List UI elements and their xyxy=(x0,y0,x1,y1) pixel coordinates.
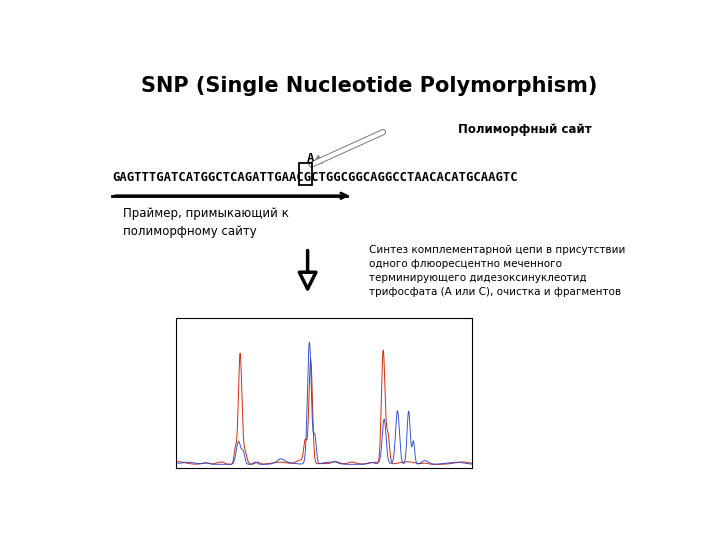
Text: SNP (Single Nucleotide Polymorphism): SNP (Single Nucleotide Polymorphism) xyxy=(141,77,597,97)
Text: Полиморфный сайт: Полиморфный сайт xyxy=(459,123,592,136)
Text: Праймер, примыкающий к
полиморфному сайту: Праймер, примыкающий к полиморфному сайт… xyxy=(124,207,289,238)
Text: Синтез комплементарной цепи в присутствии
одного флюоресцентно меченного
термини: Синтез комплементарной цепи в присутстви… xyxy=(369,245,626,296)
Text: GAGTTTGATCATGGCTCAGATTGAACGCTGGCGGCAGGCCTAACACATGCAAGTC: GAGTTTGATCATGGCTCAGATTGAACGCTGGCGGCAGGCC… xyxy=(112,171,518,184)
Text: A: A xyxy=(307,152,314,165)
